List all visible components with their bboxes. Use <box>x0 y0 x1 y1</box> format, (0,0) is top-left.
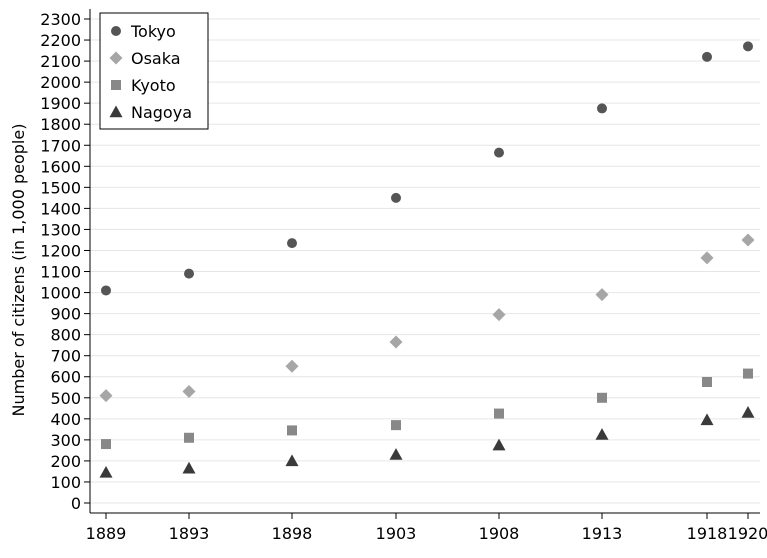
legend-item-nagoya: Nagoya <box>109 103 192 122</box>
kyoto-point <box>287 425 297 436</box>
nagoya-point <box>99 465 113 478</box>
kyoto-point <box>597 392 607 403</box>
y-tick-label: 1000 <box>40 284 81 303</box>
axes-layer: 0 100 200 300 400 500 600 700 800 900 1000 1100 1200… <box>40 9 767 543</box>
y-tick-label: 1700 <box>40 136 81 155</box>
kyoto-point <box>391 420 401 431</box>
legend-label: Tokyo <box>130 22 176 41</box>
y-tick-label: 2300 <box>40 10 81 29</box>
legend-item-osaka: Osaka <box>109 49 181 68</box>
osaka-point <box>389 335 403 349</box>
osaka-point <box>182 384 196 398</box>
x-tick-label: 1898 <box>272 524 313 543</box>
kyoto-legend-marker <box>111 80 121 90</box>
y-tick-label: 1300 <box>40 220 81 239</box>
y-tick-label: 200 <box>50 452 81 471</box>
y-tick-label: 2100 <box>40 52 81 71</box>
kyoto-point <box>494 408 504 419</box>
y-tick-label: 1800 <box>40 115 81 134</box>
tokyo-point <box>494 147 504 158</box>
y-tick-label: 2000 <box>40 73 81 92</box>
series-kyoto <box>101 368 753 450</box>
osaka-point <box>99 389 113 403</box>
y-tick-label: 300 <box>50 431 81 450</box>
kyoto-point <box>702 377 712 387</box>
tokyo-point <box>184 268 194 279</box>
y-tick-label: 700 <box>50 347 81 366</box>
y-tick-label: 1900 <box>40 94 81 113</box>
x-tick-label: 1893 <box>169 524 210 543</box>
osaka-point <box>285 359 299 373</box>
y-axis-title: Number of citizens (in 1,000 people) <box>9 124 28 417</box>
tokyo-point <box>743 41 753 52</box>
y-tick-label: 800 <box>50 326 81 345</box>
x-tick-label: 1913 <box>582 524 623 543</box>
legend: Tokyo Osaka Kyoto Nagoya <box>99 12 209 130</box>
osaka-legend-marker <box>109 51 123 65</box>
y-tick-label: 600 <box>50 368 81 387</box>
y-tick-label: 900 <box>50 305 81 324</box>
series-nagoya <box>99 406 755 478</box>
x-tick-label: 1903 <box>376 524 417 543</box>
x-tick-label: 1920 <box>728 524 767 543</box>
osaka-point <box>595 288 609 302</box>
nagoya-point <box>285 454 299 467</box>
kyoto-point <box>101 439 111 450</box>
series-tokyo <box>101 41 753 296</box>
tokyo-point <box>287 238 297 249</box>
legend-label: Kyoto <box>131 76 176 95</box>
legend-label: Osaka <box>131 49 181 68</box>
nagoya-point <box>741 406 755 418</box>
nagoya-point <box>182 461 196 474</box>
y-tick-label: 1600 <box>40 157 81 176</box>
tokyo-point <box>597 103 607 114</box>
osaka-point <box>700 251 714 265</box>
nagoya-point <box>492 438 506 451</box>
nagoya-point <box>389 448 403 460</box>
tokyo-point <box>702 51 712 62</box>
legend-item-tokyo: Tokyo <box>111 22 176 41</box>
osaka-point <box>492 308 506 322</box>
y-tick-label: 0 <box>71 494 81 513</box>
y-tick-label: 500 <box>50 389 81 408</box>
tokyo-legend-marker <box>111 26 121 36</box>
tokyo-point <box>101 285 111 296</box>
y-tick-label: 1500 <box>40 178 81 197</box>
grid-layer <box>90 18 760 504</box>
marks-layer <box>99 41 755 478</box>
osaka-point <box>741 233 755 247</box>
legend-label: Nagoya <box>131 103 192 122</box>
nagoya-point <box>700 413 714 426</box>
y-tick-label: 400 <box>50 410 81 429</box>
y-tick-label: 100 <box>50 473 81 492</box>
kyoto-point <box>743 368 753 379</box>
y-tick-label: 1400 <box>40 199 81 218</box>
tokyo-point <box>391 192 401 203</box>
nagoya-point <box>595 428 609 440</box>
legend-item-kyoto: Kyoto <box>111 76 176 95</box>
nagoya-legend-marker <box>109 105 123 118</box>
y-tick-label: 1200 <box>40 241 81 260</box>
x-tick-label: 1908 <box>479 524 520 543</box>
y-tick-label: 2200 <box>40 31 81 50</box>
series-osaka <box>99 233 755 403</box>
x-tick-label: 1918 <box>687 524 728 543</box>
kyoto-point <box>184 432 194 443</box>
x-tick-label: 1889 <box>86 524 127 543</box>
y-tick-label: 1100 <box>40 263 81 282</box>
